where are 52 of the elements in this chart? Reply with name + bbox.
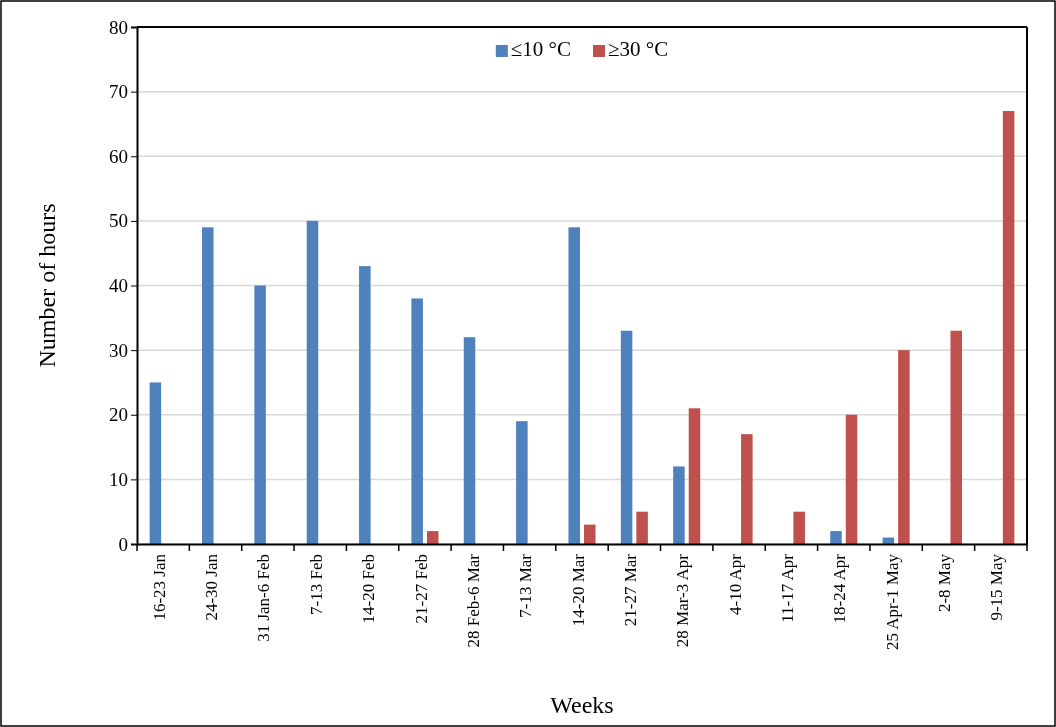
x-tick-label: 2-8 May <box>935 553 955 613</box>
y-axis-title: Number of hours <box>34 203 60 368</box>
bar <box>516 421 528 544</box>
x-tick-label: 14-20 Mar <box>568 553 588 627</box>
y-tick-label: 50 <box>109 210 128 232</box>
bar <box>411 298 423 544</box>
bar <box>584 524 596 544</box>
bar <box>793 511 805 544</box>
y-tick-label: 20 <box>109 404 128 426</box>
x-axis-title: Weeks <box>550 692 614 718</box>
x-tick-label: 18-24 Apr <box>830 553 850 624</box>
x-tick-label: 31 Jan-6 Feb <box>254 554 274 642</box>
bar <box>673 466 685 544</box>
legend-label: ≥30 °C <box>608 37 669 61</box>
bar <box>149 382 162 544</box>
y-tick-label: 70 <box>109 81 128 103</box>
bar <box>741 434 753 544</box>
x-tick-label: 24-30 Jan <box>202 553 222 621</box>
y-tick-label: 10 <box>109 468 128 490</box>
x-tick-label: 7-13 Feb <box>306 554 326 615</box>
y-tick-label: 40 <box>109 275 128 297</box>
x-tick-label: 28 Feb-6 Mar <box>463 553 483 648</box>
y-tick-label: 80 <box>109 16 128 38</box>
x-tick-label: 4-10 Apr <box>725 553 745 615</box>
bar <box>463 337 476 544</box>
x-tick-label: 11-17 Apr <box>778 553 798 623</box>
x-tick-label: 28 Mar-3 Apr <box>673 553 693 648</box>
bar <box>845 414 858 544</box>
y-tick-label: 30 <box>109 339 128 361</box>
x-tick-label: 25 Apr-1 May <box>882 553 902 650</box>
bar <box>306 220 319 544</box>
bar <box>1002 111 1015 544</box>
bar <box>254 285 266 544</box>
bar <box>568 227 580 544</box>
bar <box>830 531 842 544</box>
x-tick-label: 16-23 Jan <box>149 553 169 621</box>
bar <box>426 531 439 544</box>
bar <box>359 266 371 544</box>
x-tick-label: 21-27 Mar <box>620 553 640 627</box>
bar <box>620 330 633 544</box>
x-tick-label: 21-27 Feb <box>411 554 431 624</box>
x-tick-label: 14-20 Feb <box>359 554 379 624</box>
x-tick-label: 9-15 May <box>987 553 1007 621</box>
x-tick-label: 7-13 Mar <box>516 553 536 618</box>
y-tick-label: 60 <box>109 145 128 167</box>
bar <box>202 227 214 544</box>
y-tick-label: 0 <box>118 533 128 555</box>
bar <box>950 330 962 544</box>
bar <box>636 511 648 544</box>
bar <box>688 408 701 544</box>
legend-label: ≤10 °C <box>510 37 571 61</box>
bar <box>898 350 910 544</box>
